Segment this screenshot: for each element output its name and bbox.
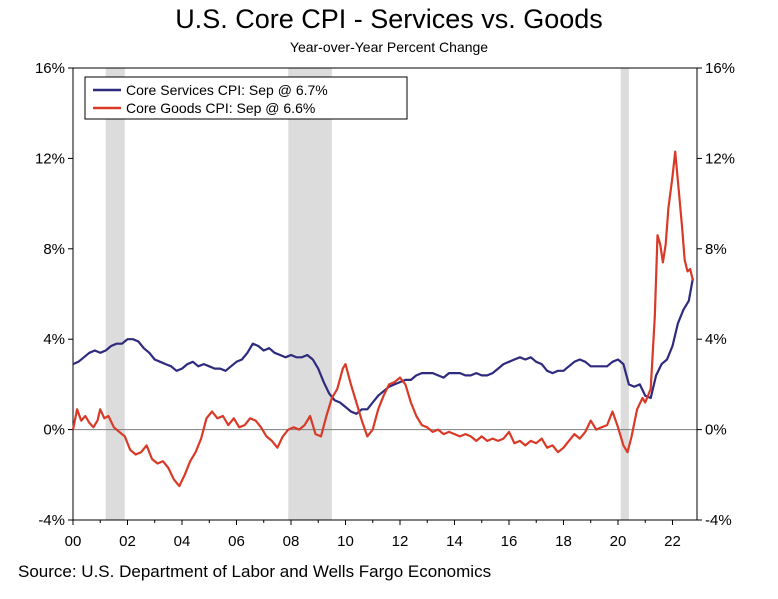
x-tick-label: 08	[283, 533, 300, 550]
x-tick-label: 04	[174, 533, 191, 550]
series-group	[71, 150, 694, 488]
x-tick-label: 22	[664, 533, 681, 550]
recession-bar	[105, 68, 125, 520]
y-tick-label-left: 12%	[35, 150, 65, 167]
legend-label-services: Core Services CPI: Sep @ 6.7%	[126, 82, 328, 98]
x-tick-label: 10	[337, 533, 354, 550]
x-tick-label: 06	[228, 533, 245, 550]
chart-subtitle: Year-over-Year Percent Change	[289, 39, 489, 55]
plot-frame-group	[72, 67, 698, 521]
legend-label-goods: Core Goods CPI: Sep @ 6.6%	[126, 100, 315, 116]
recession-shading-group	[105, 68, 629, 520]
x-tick-label: 00	[65, 533, 82, 550]
recession-bar	[288, 68, 332, 520]
x-tick-label: 18	[555, 533, 572, 550]
x-tick-label: 14	[446, 533, 463, 550]
chart-title: U.S. Core CPI - Services vs. Goods	[175, 4, 603, 34]
y-tick-label-left: 0%	[43, 422, 65, 439]
x-tick-label: 02	[119, 533, 136, 550]
x-tick-label: 12	[392, 533, 409, 550]
recession-bar	[620, 68, 629, 520]
y-tick-label-left: 4%	[43, 331, 65, 348]
y-tick-label-right: 16%	[705, 60, 735, 77]
y-tick-label-right: -4%	[705, 512, 732, 529]
y-tick-label-right: 12%	[705, 150, 735, 167]
y-tick-label-right: 8%	[705, 241, 727, 258]
source-note: Source: U.S. Department of Labor and Wel…	[18, 562, 492, 581]
series-line-services	[72, 278, 694, 415]
y-tick-label-right: 4%	[705, 331, 727, 348]
y-tick-label-left: 16%	[35, 60, 65, 77]
plot-frame	[72, 67, 698, 521]
x-tick-label: 16	[501, 533, 518, 550]
legend-box	[84, 76, 408, 120]
legend: Core Services CPI: Sep @ 6.7% Core Goods…	[84, 76, 408, 120]
x-tick-label: 20	[610, 533, 627, 550]
series-line-goods	[71, 150, 694, 488]
y-tick-label-left: 8%	[43, 241, 65, 258]
y-tick-label-left: -4%	[38, 512, 65, 529]
tick-group: -4% -4% 0% 0% 4% 4% 8% 8% 12% 12% 16% 16% 00 02 04 06 08…	[35, 60, 735, 550]
y-tick-label-right: 0%	[705, 422, 727, 439]
